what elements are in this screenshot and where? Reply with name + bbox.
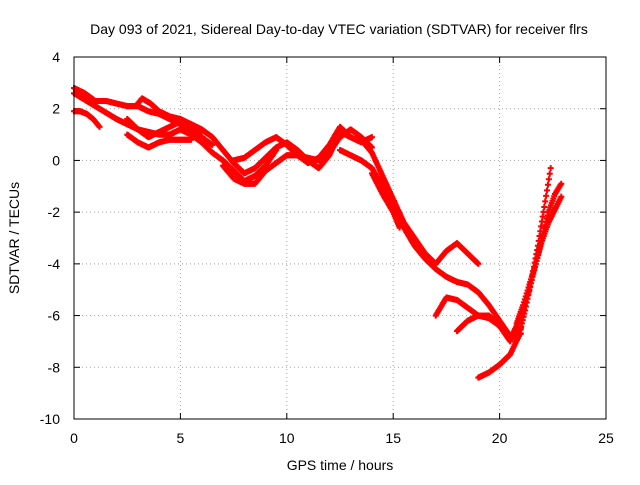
data-point [188,136,195,143]
data-point [368,134,375,141]
axes: 0 5 10 15 20 25 -10 -8 -6 -4 -2 0 2 4 [40,49,614,446]
data-point [544,187,551,194]
y-tick-label: -6 [48,308,61,324]
data-point [347,134,354,141]
series-track-13 [454,312,514,345]
data-point [209,141,216,148]
data-point [543,192,550,199]
y-tick-label: -2 [48,204,61,220]
data-point [546,170,553,177]
data-points [71,85,565,381]
x-tick-label: 25 [598,430,614,446]
data-point [541,203,548,210]
x-tick-label: 0 [70,430,78,446]
data-point [547,165,554,172]
data-point [544,181,551,188]
data-point [545,176,552,183]
series-track-9 [358,136,482,267]
x-tick-label: 10 [279,430,295,446]
y-tick-label: 4 [52,49,60,65]
grid-lines [74,57,606,419]
y-tick-label: -4 [48,256,61,272]
data-point [558,193,565,200]
series-track-5 [124,131,195,151]
series-track-11 [337,147,524,340]
data-point [558,180,565,187]
data-point [96,123,103,130]
y-tick-label: -8 [48,359,61,375]
series-track-3 [71,108,103,130]
data-point [542,198,549,205]
plot-border [73,56,607,420]
series-track-14 [475,165,554,381]
series-track-8 [230,123,354,167]
y-tick-label: -10 [40,411,60,427]
y-axis-label: SDTVAR / TECUs [6,182,22,294]
y-tick-label: 0 [52,152,60,168]
data-point [475,260,482,267]
x-tick-label: 20 [492,430,508,446]
chart-title: Day 093 of 2021, Sidereal Day-to-day VTE… [90,21,588,37]
y-tick-label: 2 [52,101,60,117]
x-tick-label: 15 [385,430,401,446]
series-track-16 [513,193,565,327]
x-tick-label: 5 [177,430,185,446]
x-axis-label: GPS time / hours [287,457,394,473]
